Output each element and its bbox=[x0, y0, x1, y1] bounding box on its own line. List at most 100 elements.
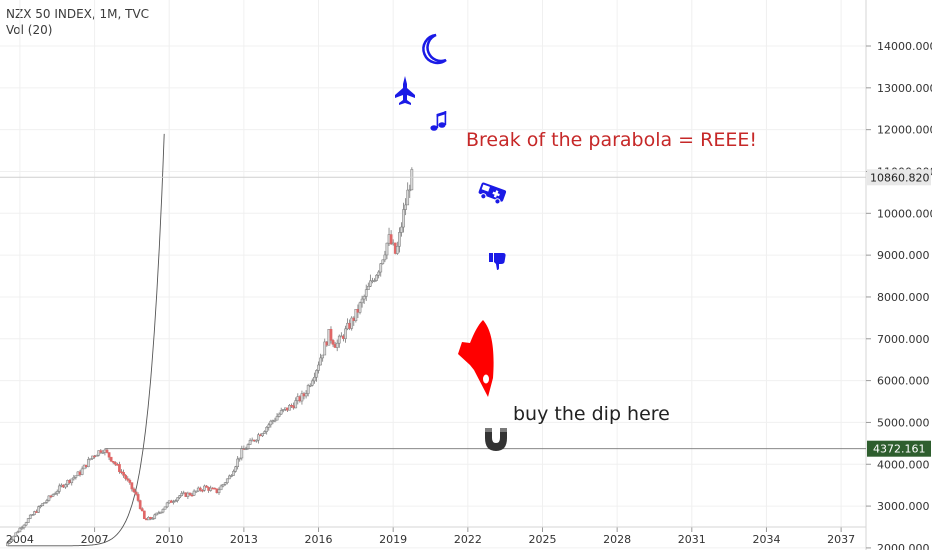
candle bbox=[221, 483, 225, 488]
candle bbox=[306, 383, 310, 397]
candle bbox=[395, 241, 399, 255]
thumbs-down-icon[interactable] bbox=[489, 253, 506, 270]
candle bbox=[263, 430, 266, 434]
candle bbox=[344, 325, 347, 343]
crescent-moon-icon[interactable] bbox=[422, 33, 447, 65]
dip-annotation[interactable]: buy the dip here bbox=[513, 403, 670, 425]
candle bbox=[362, 294, 366, 304]
candle bbox=[132, 487, 136, 493]
candle bbox=[178, 495, 181, 500]
candle bbox=[281, 409, 285, 413]
candle bbox=[142, 510, 146, 520]
candle bbox=[398, 227, 401, 253]
candle bbox=[126, 476, 130, 482]
time-tick-label: 2013 bbox=[230, 533, 258, 546]
candle bbox=[16, 530, 20, 534]
candle bbox=[180, 491, 184, 497]
candle bbox=[203, 484, 206, 492]
price-tick-label: 3000.000 bbox=[877, 500, 930, 513]
time-tick-label: 2025 bbox=[528, 533, 556, 546]
candle bbox=[279, 407, 283, 415]
volume-indicator-label: Vol (20) bbox=[6, 23, 53, 37]
time-axis[interactable]: 2004 2007 2010 2013 2016 2019 2022 2025 2028 2031… bbox=[0, 526, 866, 546]
candle bbox=[294, 397, 298, 409]
candle bbox=[402, 202, 405, 233]
candle bbox=[410, 167, 414, 191]
candle bbox=[124, 473, 128, 481]
candle bbox=[261, 432, 264, 438]
candle bbox=[335, 339, 339, 352]
candle bbox=[319, 353, 322, 366]
candle bbox=[400, 222, 403, 237]
parabola-curve bbox=[7, 133, 165, 547]
time-tick-label: 2031 bbox=[678, 533, 706, 546]
parabola-annotation[interactable]: Break of the parabola = REEE! bbox=[466, 129, 757, 151]
music-note-icon[interactable] bbox=[430, 111, 447, 131]
candle bbox=[254, 439, 258, 443]
chart-title: NZX 50 INDEX, 1M, TVC bbox=[6, 7, 150, 21]
candle bbox=[26, 517, 30, 523]
candle bbox=[12, 535, 16, 542]
candle bbox=[337, 334, 341, 348]
candle bbox=[329, 326, 333, 344]
candle bbox=[14, 532, 18, 538]
candle bbox=[217, 487, 221, 495]
grid-lines bbox=[0, 0, 866, 549]
candle bbox=[257, 432, 260, 444]
candle bbox=[22, 524, 26, 530]
price-tick-label: 9000.000 bbox=[877, 249, 930, 262]
candle bbox=[364, 284, 368, 301]
candle bbox=[163, 506, 167, 510]
candlestick-series bbox=[6, 167, 414, 547]
candle bbox=[74, 475, 78, 480]
candle bbox=[33, 510, 36, 516]
candle bbox=[45, 498, 49, 504]
candle bbox=[118, 461, 121, 474]
candle bbox=[248, 438, 252, 446]
candle bbox=[366, 282, 370, 290]
candle bbox=[373, 278, 376, 283]
price-axis[interactable]: 2000.000 3000.000 4000.000 5000.000 6000.000… bbox=[866, 40, 932, 550]
fighter-jet-icon[interactable] bbox=[395, 76, 415, 105]
candle bbox=[151, 516, 154, 520]
candle bbox=[406, 182, 410, 206]
candle bbox=[310, 378, 314, 387]
candle bbox=[404, 198, 407, 216]
price-tick-label: 2000.000 bbox=[877, 542, 930, 550]
candle bbox=[31, 513, 34, 516]
candle bbox=[194, 490, 198, 493]
candle bbox=[80, 466, 84, 476]
candle bbox=[190, 492, 194, 497]
candle bbox=[360, 295, 364, 308]
time-tick-label: 2010 bbox=[155, 533, 183, 546]
candle bbox=[350, 316, 354, 331]
candle bbox=[408, 184, 412, 198]
candle bbox=[265, 426, 269, 435]
candle bbox=[130, 482, 134, 492]
candle bbox=[304, 390, 308, 399]
candle bbox=[24, 521, 28, 527]
magnet-icon[interactable] bbox=[485, 428, 507, 451]
rocket-icon[interactable] bbox=[458, 320, 494, 397]
ambulance-icon[interactable] bbox=[477, 182, 507, 206]
candle bbox=[225, 478, 229, 485]
last-price-tag: 10860.820 bbox=[867, 169, 931, 186]
candle bbox=[236, 456, 240, 470]
candle bbox=[43, 502, 47, 504]
candle bbox=[91, 455, 94, 460]
candle bbox=[55, 489, 59, 496]
level-price-label: 4372.161 bbox=[873, 443, 926, 456]
candle bbox=[89, 458, 92, 461]
candle bbox=[238, 457, 242, 462]
candle bbox=[174, 499, 177, 503]
candle bbox=[205, 485, 208, 488]
candle bbox=[95, 454, 98, 457]
candle bbox=[389, 230, 393, 245]
candle bbox=[165, 501, 169, 509]
candle bbox=[53, 491, 57, 495]
candle bbox=[176, 497, 179, 503]
candle bbox=[234, 465, 237, 473]
candle bbox=[358, 301, 362, 315]
candle bbox=[381, 259, 385, 265]
